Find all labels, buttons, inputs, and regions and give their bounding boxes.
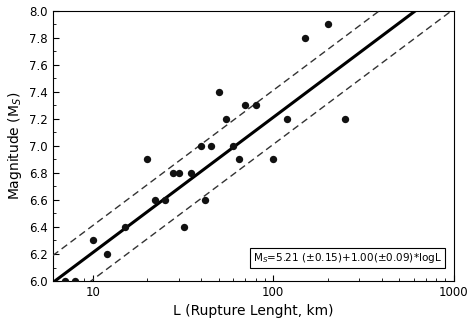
Point [151,197,158,202]
Point [201,197,209,202]
X-axis label: L (Rupture Lenght, km): L (Rupture Lenght, km) [173,305,333,318]
Point [170,170,177,175]
Point [175,170,182,175]
Point [198,143,205,148]
Point [187,170,195,175]
Point [283,116,291,121]
Text: M$_S$=5.21 (±0.15)+1.00(±0.09)*logL: M$_S$=5.21 (±0.15)+1.00(±0.09)*logL [253,251,442,265]
Point [89,238,97,243]
Point [215,89,223,94]
Point [103,251,111,257]
Point [241,103,249,108]
Point [161,197,168,202]
Point [180,224,188,229]
Point [341,116,349,121]
Point [143,157,151,162]
Point [324,21,331,27]
Point [269,157,277,162]
Point [223,116,230,121]
Point [61,278,69,284]
Point [72,278,79,284]
Y-axis label: Magnitude (M$_S$): Magnitude (M$_S$) [6,92,24,200]
Point [121,224,128,229]
Point [301,35,309,40]
Point [207,143,214,148]
Point [252,103,259,108]
Point [229,143,237,148]
Point [236,157,243,162]
